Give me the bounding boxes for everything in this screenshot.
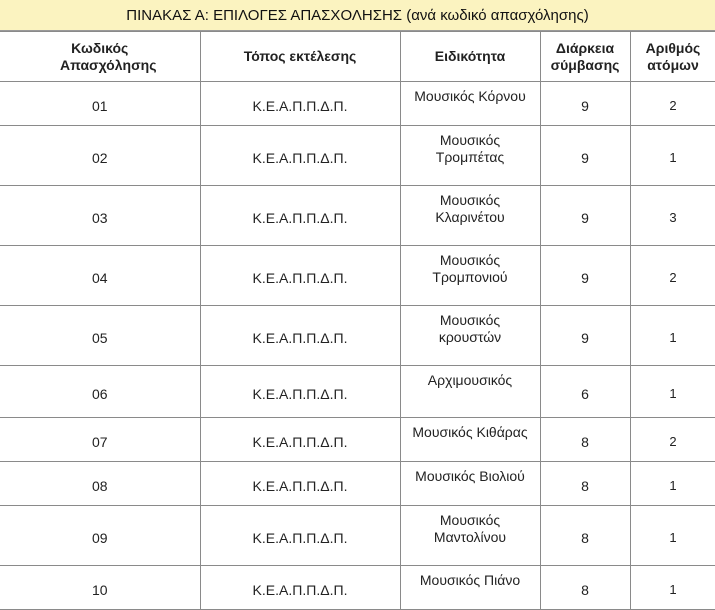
table-row: 02 Κ.Ε.Α.Π.Π.Δ.Π. Μουσικός Τρομπέτας 9 1	[0, 125, 715, 186]
cell-place: Κ.Ε.Α.Π.Π.Δ.Π.	[199, 185, 401, 246]
header-code: Κωδικός Απασχόλησης	[0, 31, 201, 82]
cell-place: Κ.Ε.Α.Π.Π.Δ.Π.	[199, 365, 401, 418]
cell-specialty: Μουσικός Πιάνο	[399, 565, 541, 610]
cell-place: Κ.Ε.Α.Π.Π.Δ.Π.	[199, 461, 401, 506]
cell-persons: 2	[629, 417, 715, 462]
table-row: 08 Κ.Ε.Α.Π.Π.Δ.Π. Μουσικός Βιολιού 8 1	[0, 461, 715, 506]
cell-place: Κ.Ε.Α.Π.Π.Δ.Π.	[199, 125, 401, 186]
cell-persons: 1	[629, 505, 715, 566]
header-row: Κωδικός Απασχόλησης Τόπος εκτέλεσης Ειδι…	[0, 31, 715, 82]
cell-specialty: Μουσικός Κόρνου	[399, 81, 541, 126]
table-row: 05 Κ.Ε.Α.Π.Π.Δ.Π. Μουσικός κρουστών 9 1	[0, 305, 715, 366]
cell-code: 09	[0, 505, 201, 566]
cell-code: 07	[0, 417, 201, 462]
cell-place: Κ.Ε.Α.Π.Π.Δ.Π.	[199, 81, 401, 126]
cell-specialty: Μουσικός Μαντολίνου	[399, 505, 541, 566]
cell-code: 04	[0, 245, 201, 306]
cell-code: 03	[0, 185, 201, 246]
cell-specialty: Μουσικός Τρομπέτας	[399, 125, 541, 186]
table-row: 03 Κ.Ε.Α.Π.Π.Δ.Π. Μουσικός Κλαρινέτου 9 3	[0, 185, 715, 246]
cell-place: Κ.Ε.Α.Π.Π.Δ.Π.	[199, 417, 401, 462]
cell-persons: 1	[629, 461, 715, 506]
cell-code: 02	[0, 125, 201, 186]
table-row: 06 Κ.Ε.Α.Π.Π.Δ.Π. Αρχιμουσικός 6 1	[0, 365, 715, 418]
cell-code: 10	[0, 565, 201, 610]
header-duration: Διάρκεια σύμβασης	[539, 31, 631, 82]
cell-duration: 9	[539, 245, 631, 306]
cell-duration: 6	[539, 365, 631, 418]
cell-place: Κ.Ε.Α.Π.Π.Δ.Π.	[199, 505, 401, 566]
cell-persons: 1	[629, 365, 715, 418]
cell-persons: 2	[629, 245, 715, 306]
cell-specialty: Μουσικός Κιθάρας	[399, 417, 541, 462]
table-row: 09 Κ.Ε.Α.Π.Π.Δ.Π. Μουσικός Μαντολίνου 8 1	[0, 505, 715, 566]
cell-persons: 1	[629, 125, 715, 186]
cell-specialty: Αρχιμουσικός	[399, 365, 541, 418]
cell-specialty: Μουσικός Κλαρινέτου	[399, 185, 541, 246]
cell-code: 01	[0, 81, 201, 126]
cell-persons: 3	[629, 185, 715, 246]
cell-duration: 9	[539, 185, 631, 246]
cell-duration: 8	[539, 461, 631, 506]
table-row: 04 Κ.Ε.Α.Π.Π.Δ.Π. Μουσικός Τρομπονιού 9 2	[0, 245, 715, 306]
header-place: Τόπος εκτέλεσης	[199, 31, 401, 82]
cell-code: 08	[0, 461, 201, 506]
cell-place: Κ.Ε.Α.Π.Π.Δ.Π.	[199, 305, 401, 366]
table-row: 07 Κ.Ε.Α.Π.Π.Δ.Π. Μουσικός Κιθάρας 8 2	[0, 417, 715, 462]
cell-persons: 2	[629, 81, 715, 126]
table-row: 10 Κ.Ε.Α.Π.Π.Δ.Π. Μουσικός Πιάνο 8 1	[0, 565, 715, 610]
cell-duration: 9	[539, 125, 631, 186]
cell-duration: 8	[539, 417, 631, 462]
table-title: ΠΙΝΑΚΑΣ Α: ΕΠΙΛΟΓΕΣ ΑΠΑΣΧΟΛΗΣΗΣ (ανά κωδ…	[0, 0, 715, 31]
cell-duration: 9	[539, 81, 631, 126]
header-specialty: Ειδικότητα	[399, 31, 541, 82]
cell-duration: 8	[539, 565, 631, 610]
cell-code: 06	[0, 365, 201, 418]
cell-place: Κ.Ε.Α.Π.Π.Δ.Π.	[199, 565, 401, 610]
cell-duration: 9	[539, 305, 631, 366]
cell-persons: 1	[629, 565, 715, 610]
table-row: 01 Κ.Ε.Α.Π.Π.Δ.Π. Μουσικός Κόρνου 9 2	[0, 81, 715, 126]
cell-specialty: Μουσικός κρουστών	[399, 305, 541, 366]
cell-place: Κ.Ε.Α.Π.Π.Δ.Π.	[199, 245, 401, 306]
header-persons: Αριθμός ατόμων	[629, 31, 715, 82]
cell-persons: 1	[629, 305, 715, 366]
cell-specialty: Μουσικός Βιολιού	[399, 461, 541, 506]
cell-duration: 8	[539, 505, 631, 566]
cell-code: 05	[0, 305, 201, 366]
cell-specialty: Μουσικός Τρομπονιού	[399, 245, 541, 306]
employment-options-table: Κωδικός Απασχόλησης Τόπος εκτέλεσης Ειδι…	[0, 31, 715, 610]
